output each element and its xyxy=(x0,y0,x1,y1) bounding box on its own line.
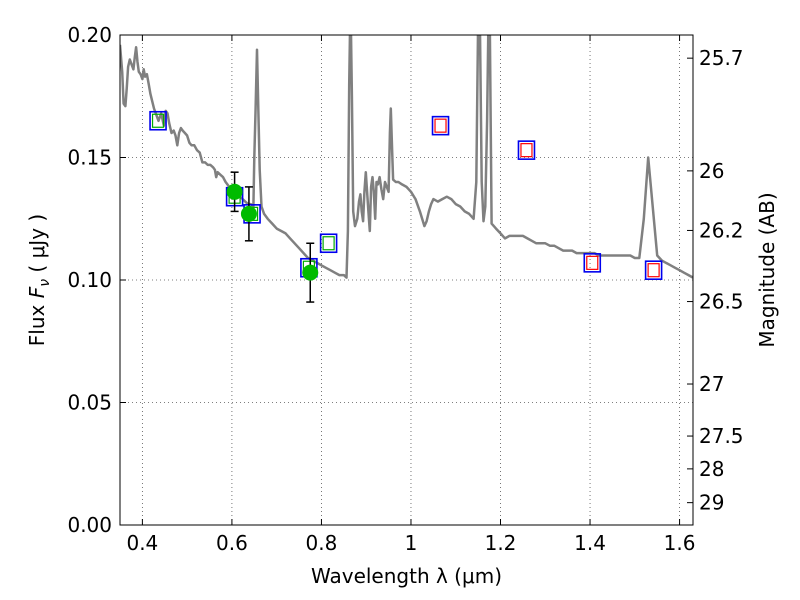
model-square-inner xyxy=(647,263,660,278)
y-axis-label-prefix: Flux xyxy=(25,298,49,346)
y-axis-label-unit: ( μJy ) xyxy=(25,214,49,279)
y-axis-label-subscript: ν xyxy=(37,279,53,287)
x-tick-label: 1.2 xyxy=(485,531,517,555)
y-axis-label: Flux Fν ( μJy ) xyxy=(25,214,53,346)
model-square xyxy=(319,233,338,254)
y-tick-label: 0.15 xyxy=(67,146,112,170)
axes-frame xyxy=(119,34,694,526)
y2-tick-label: 27.5 xyxy=(699,424,744,448)
observed-point xyxy=(226,183,243,200)
observed-point xyxy=(240,205,257,222)
x-tick-label: 0.6 xyxy=(216,531,248,555)
model-square-inner xyxy=(151,113,165,128)
x-tick-label: 1.6 xyxy=(664,531,696,555)
model-square xyxy=(517,140,536,160)
y-tick-label: 0.10 xyxy=(67,268,112,292)
model-squares xyxy=(149,110,663,281)
observed-points xyxy=(226,171,319,303)
y-tick-label: 0.00 xyxy=(67,513,112,537)
grid-lines xyxy=(120,35,693,525)
model-spectrum xyxy=(120,35,693,279)
model-square-inner xyxy=(586,255,599,270)
model-square-inner xyxy=(434,118,447,133)
y2-tick-label: 26 xyxy=(699,159,724,183)
x-axis-label: Wavelength λ (μm) xyxy=(311,564,502,588)
x-tick-label: 0.8 xyxy=(306,531,338,555)
y2-tick-label: 26.5 xyxy=(699,290,744,314)
y2-tick-label: 27 xyxy=(699,372,724,396)
y2-tick-label: 26.2 xyxy=(699,218,744,242)
y2-tick-label: 25.7 xyxy=(699,46,744,70)
model-square xyxy=(644,260,663,281)
x-tick-label: 0.4 xyxy=(126,531,158,555)
x-tick-label: 1.4 xyxy=(574,531,606,555)
axis-ticks: 0.4 0.6 0.8 1 1.2 1.4 1.6 0.00 0.05 0.10 0.15 0.20 2… xyxy=(67,23,743,555)
y2-tick-label: 29 xyxy=(699,491,724,515)
y-tick-label: 0.05 xyxy=(67,391,112,415)
model-square xyxy=(431,115,450,136)
model-square-inner xyxy=(520,143,533,158)
y-tick-label: 0.20 xyxy=(67,23,112,47)
model-square xyxy=(583,253,602,273)
model-spectrum-line xyxy=(120,35,693,279)
y2-tick-label: 28 xyxy=(699,457,724,481)
y2-axis-label: Magnitude (AB) xyxy=(755,192,779,347)
x-tick-label: 1 xyxy=(405,531,418,555)
model-square-inner xyxy=(322,236,335,251)
model-square xyxy=(149,110,167,131)
observed-point xyxy=(302,264,319,281)
y-axis-label-symbol: F xyxy=(25,286,49,298)
